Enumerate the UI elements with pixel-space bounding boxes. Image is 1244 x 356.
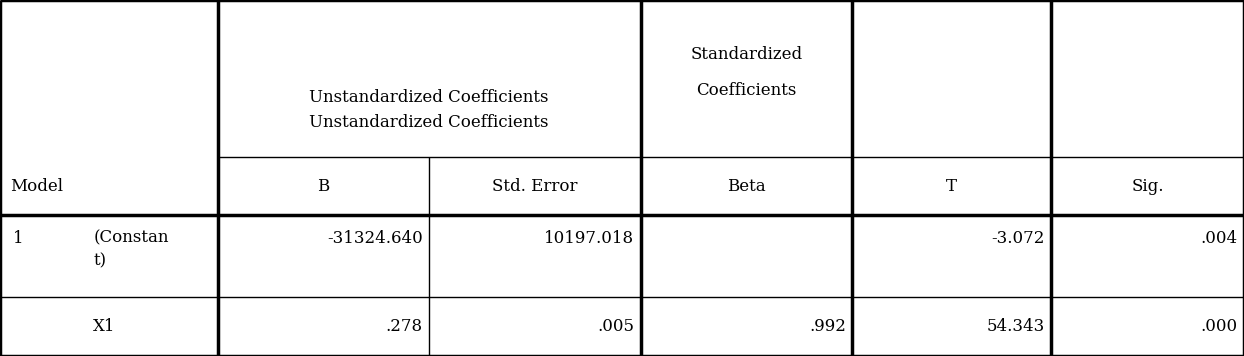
Text: t): t) <box>93 253 107 270</box>
Text: .005: .005 <box>597 318 634 335</box>
Text: 1: 1 <box>12 230 24 247</box>
Text: -3.072: -3.072 <box>991 230 1045 247</box>
Text: Unstandardized Coefficients: Unstandardized Coefficients <box>310 89 549 106</box>
Text: Standardized: Standardized <box>690 46 802 63</box>
Text: .278: .278 <box>386 318 423 335</box>
Text: X1: X1 <box>93 318 116 335</box>
Text: .004: .004 <box>1200 230 1238 247</box>
Text: Std. Error: Std. Error <box>493 178 577 194</box>
Text: 54.343: 54.343 <box>986 318 1045 335</box>
Text: .000: .000 <box>1200 318 1238 335</box>
Text: 10197.018: 10197.018 <box>545 230 634 247</box>
Text: .992: .992 <box>809 318 846 335</box>
Text: Sig.: Sig. <box>1131 178 1164 194</box>
Text: B: B <box>317 178 330 194</box>
Text: T: T <box>947 178 957 194</box>
Text: (Constan: (Constan <box>93 230 169 247</box>
Text: Beta: Beta <box>726 178 766 194</box>
Text: Unstandardized Coefficients: Unstandardized Coefficients <box>310 114 549 131</box>
Text: Model: Model <box>10 178 63 194</box>
Text: Coefficients: Coefficients <box>697 82 796 99</box>
Text: -31324.640: -31324.640 <box>327 230 423 247</box>
